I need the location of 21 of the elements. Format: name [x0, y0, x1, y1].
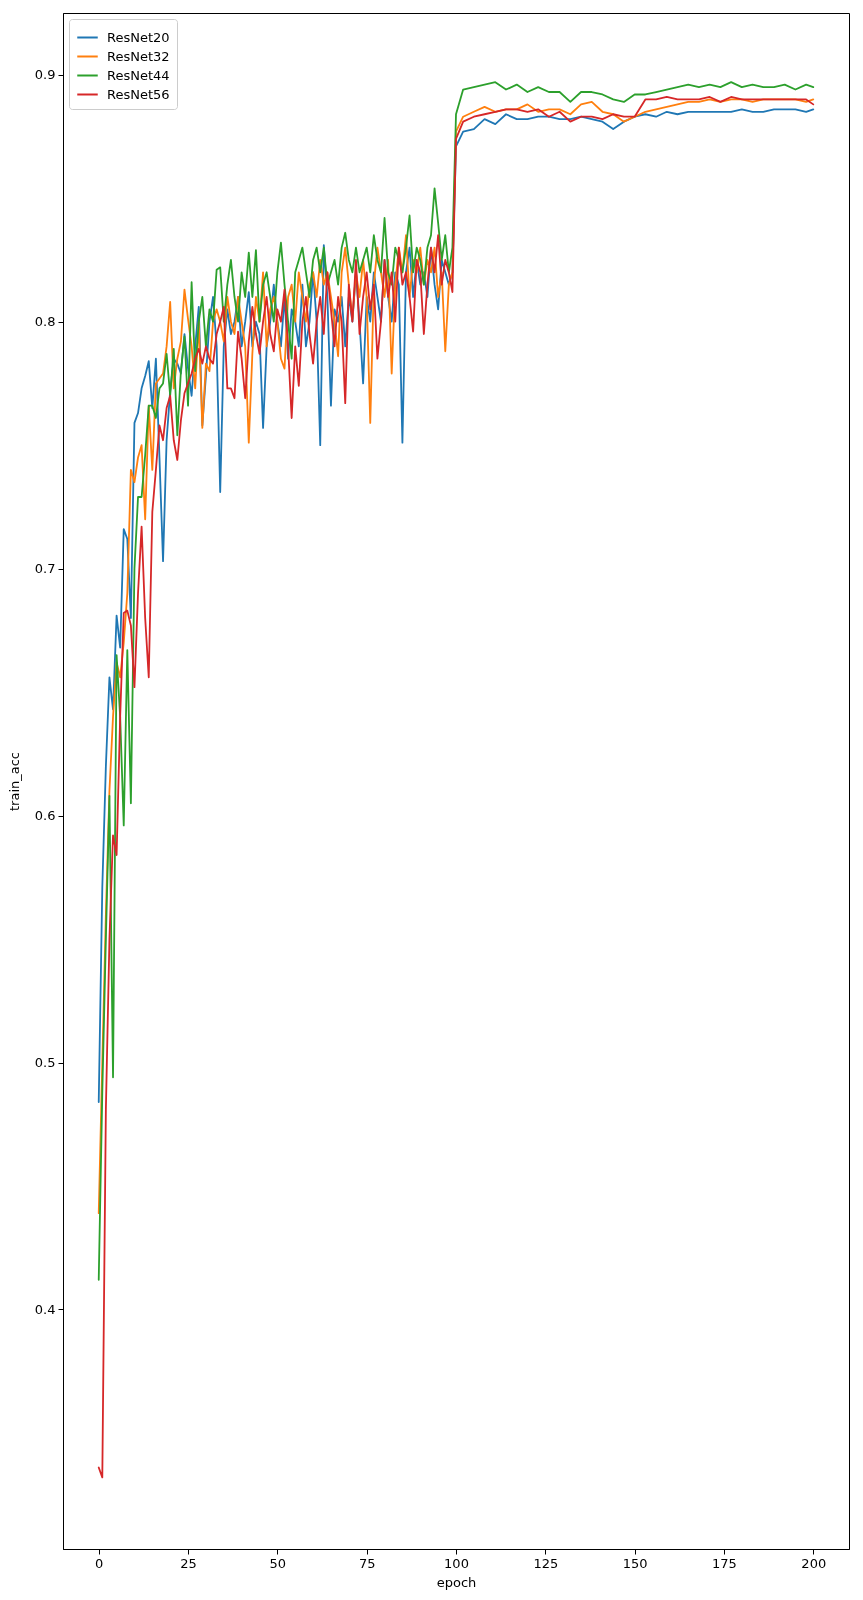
x-tick-label: 25: [180, 1555, 197, 1571]
y-tick-label: 0.9: [34, 67, 56, 83]
y-tick-label: 0.5: [34, 1055, 56, 1071]
x-tick-label: 75: [358, 1555, 376, 1571]
x-axis-title: epoch: [436, 1574, 477, 1590]
x-tick-label: 100: [444, 1555, 469, 1571]
y-tick-label: 0.6: [34, 808, 56, 824]
legend-label: ResNet20: [107, 29, 170, 45]
legend-label: ResNet32: [107, 48, 170, 64]
x-tick-label: 125: [533, 1555, 559, 1571]
x-tick-label: 175: [712, 1555, 737, 1571]
x-tick-label: 150: [622, 1555, 648, 1571]
y-tick-label: 0.7: [34, 561, 56, 577]
x-tick-label: 50: [269, 1555, 287, 1571]
x-tick-label: 0: [95, 1555, 104, 1571]
x-tick-label: 200: [801, 1555, 827, 1571]
legend-label: ResNet44: [107, 67, 170, 83]
y-tick-label: 0.4: [34, 1301, 56, 1317]
y-tick-label: 0.8: [34, 314, 56, 330]
y-axis-title: train_acc: [6, 751, 22, 812]
legend-label: ResNet56: [107, 86, 170, 102]
